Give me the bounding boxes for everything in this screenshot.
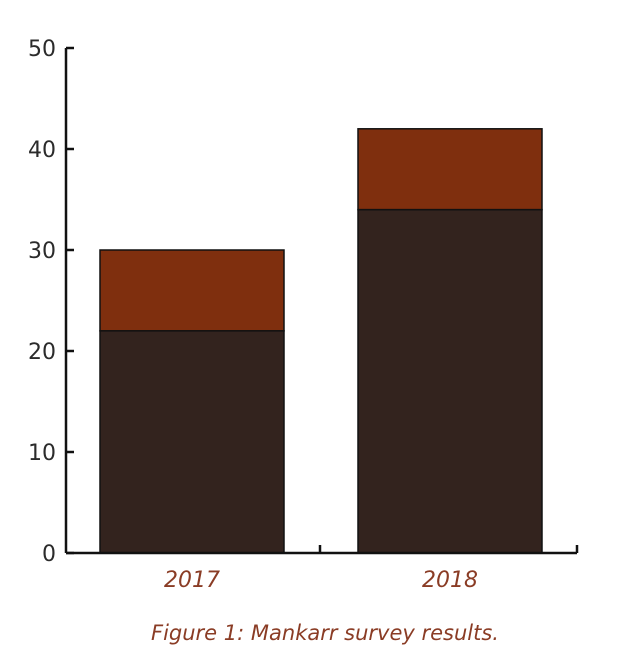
axes-group [64,46,579,555]
y-tick-label-40: 40 [28,138,56,163]
y-tick-label-10: 10 [28,441,56,466]
y-tick-label-0: 0 [42,542,56,567]
bar-2017-segment-2 [99,249,285,332]
y-tick-label-20: 20 [28,340,56,365]
figure-caption: Figure 1: Mankarr survey results. [151,621,499,645]
labels-group: 0 10 20 30 40 50 2017 2018 [28,37,478,593]
x-category-label-2017: 2017 [164,568,220,593]
y-tick-label-50: 50 [28,37,56,62]
bar-2018-segment-1 [357,208,543,554]
bars-group [99,128,543,554]
x-category-label-2018: 2018 [422,568,478,593]
y-tick-label-30: 30 [28,239,56,264]
bar-2017-segment-1 [99,330,285,554]
bar-2018-segment-2 [357,128,543,211]
